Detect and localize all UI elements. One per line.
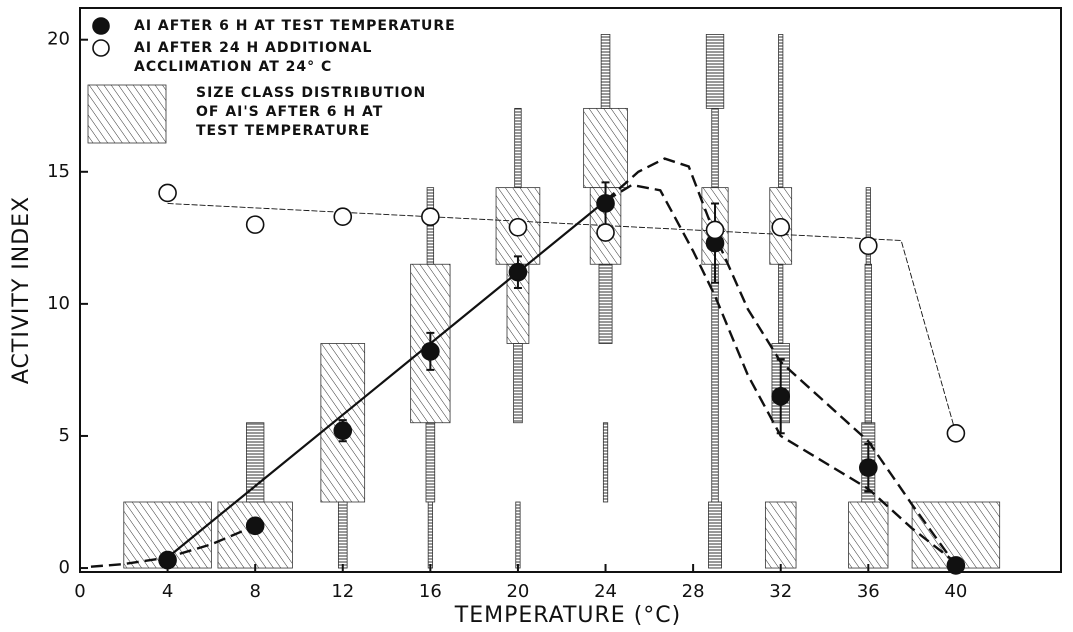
x-axis-label: TEMPERATURE (°C) xyxy=(454,603,681,628)
distribution-bar xyxy=(711,107,719,189)
x-tick-label: 4 xyxy=(162,581,173,602)
legend-label: AI AFTER 6 H AT TEST TEMPERATURE xyxy=(134,18,456,34)
distribution-bar xyxy=(425,422,436,503)
distribution-bar xyxy=(427,501,433,569)
distribution-bar xyxy=(513,343,523,424)
point xyxy=(946,556,966,575)
point xyxy=(859,458,878,477)
distribution-bar xyxy=(864,263,872,424)
x-tick-label: 28 xyxy=(682,581,705,602)
point xyxy=(946,424,966,443)
point xyxy=(333,207,353,226)
point xyxy=(596,194,615,213)
y-tick-label: 5 xyxy=(59,425,70,446)
x-tick-label: 32 xyxy=(769,581,792,602)
point xyxy=(245,516,265,536)
x-tick-label: 36 xyxy=(857,581,880,602)
legend-label: OF AI'S AFTER 6 H AT xyxy=(196,104,383,120)
legend-marker xyxy=(92,17,110,35)
point xyxy=(859,236,878,256)
point xyxy=(421,207,440,226)
distribution-bar xyxy=(778,263,784,344)
point xyxy=(158,550,177,570)
distribution-bar xyxy=(865,187,871,265)
distribution-bar xyxy=(600,34,611,109)
y-tick-label: 10 xyxy=(47,293,70,314)
curve xyxy=(167,203,957,434)
distribution-bar xyxy=(778,34,784,189)
point xyxy=(596,223,615,242)
y-tick-label: 20 xyxy=(47,29,70,50)
distribution-bar xyxy=(602,422,609,503)
curve xyxy=(604,183,957,564)
distribution-bar xyxy=(708,501,722,569)
x-tick-label: 8 xyxy=(249,581,260,602)
x-tick-label: 20 xyxy=(506,581,529,602)
point xyxy=(771,387,791,406)
distribution-bar xyxy=(848,501,889,569)
legend-swatch xyxy=(87,84,167,144)
point xyxy=(245,215,265,234)
distribution-bar xyxy=(515,501,521,569)
legend-label: TEST TEMPERATURE xyxy=(196,123,370,139)
plot-frame xyxy=(79,7,1062,573)
point xyxy=(333,421,353,440)
curve xyxy=(604,157,957,567)
distribution-bar xyxy=(337,501,348,569)
x-tick-label: 40 xyxy=(944,581,967,602)
x-tick-label: 12 xyxy=(331,581,354,602)
legend-label: SIZE CLASS DISTRIBUTION xyxy=(196,85,426,101)
distribution-bar xyxy=(583,107,628,189)
point xyxy=(771,217,791,237)
curve xyxy=(166,199,607,559)
x-tick-label: 24 xyxy=(594,581,617,602)
point xyxy=(705,220,725,240)
point xyxy=(508,217,528,237)
point xyxy=(421,342,440,361)
distribution-bar xyxy=(598,263,613,344)
point xyxy=(158,183,177,203)
distribution-bar xyxy=(764,501,797,569)
y-axis-label: ACTIVITY INDEX xyxy=(9,196,34,384)
legend-marker xyxy=(92,39,110,57)
x-tick-label: 0 xyxy=(74,581,85,602)
x-tick-label: 16 xyxy=(419,581,442,602)
y-tick-label: 15 xyxy=(47,161,70,182)
legend-label: ACCLIMATION AT 24° C xyxy=(134,59,332,75)
y-tick-label: 0 xyxy=(59,557,70,578)
distribution-bar xyxy=(514,107,522,189)
point xyxy=(508,262,528,282)
distribution-bar xyxy=(705,34,725,109)
legend-label: AI AFTER 24 H ADDITIONAL xyxy=(134,40,372,56)
